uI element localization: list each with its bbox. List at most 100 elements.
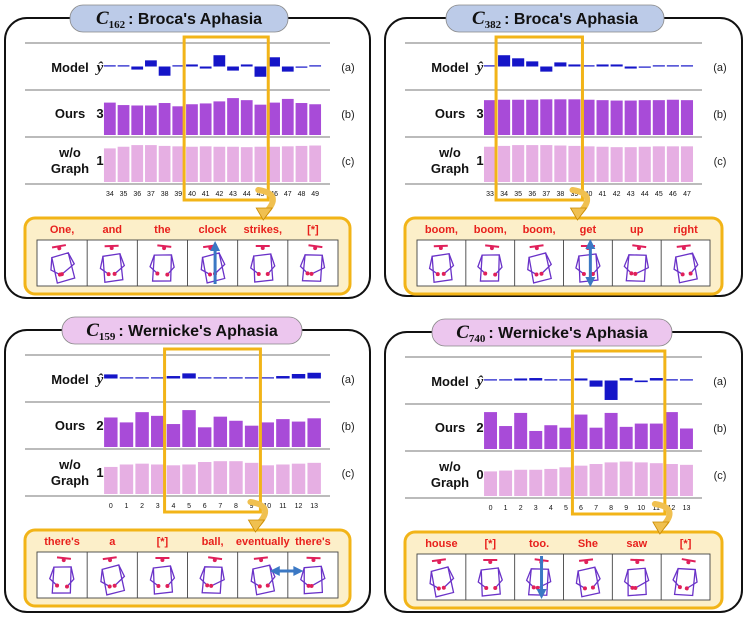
panel-tag: (a) [341,374,354,386]
tick-label: 2 [519,505,523,512]
pose-arm [428,256,439,275]
wog-bar [254,146,267,182]
pose-arm [214,252,226,275]
wog-bar [604,462,618,496]
wog-bar [117,146,130,182]
tick-label: 3 [534,505,538,512]
pose-figure [429,558,455,598]
wog-bar [103,148,116,182]
wog-bar [568,145,581,182]
wog-bar [229,461,243,494]
pose-arm [477,254,486,275]
model-bar [199,66,212,69]
pose-figure [575,558,601,598]
title-text: : Broca's Aphasia [128,11,262,28]
pose-arm [166,565,176,587]
model-bar [634,380,648,383]
pose-arm [690,252,699,274]
pose-joint [61,558,66,563]
row-label-wog-2: Graph [51,473,89,488]
ours-bar [260,422,274,447]
model-bar [227,66,239,71]
strip-word: ball, [202,536,224,548]
wog-bar [499,470,513,496]
tick-label: 40 [188,191,196,198]
pose-hand [306,583,311,588]
model-bar [568,64,581,67]
tick-label: 6 [579,505,583,512]
pose-hand [633,271,638,276]
title-symbol: C [96,8,109,29]
panel-tag: (a) [341,62,354,74]
ours-bar [574,414,588,449]
pose-arm [575,570,586,589]
pose-hand [165,584,170,588]
strip-word: too. [529,538,549,550]
model-bar [624,66,637,69]
pose-joint [686,560,691,565]
panel-title: C162: Broca's Aphasia [96,8,262,31]
ours-bar [514,412,528,449]
row-value-ours: 2 [476,420,483,435]
row-label-wog-1: w/o [58,457,81,472]
pose-head [308,244,323,249]
pose-hand [531,585,536,590]
pose-hand [106,272,111,277]
wog-bar [484,471,498,496]
wog-bar [295,145,308,182]
pose-torso [102,252,124,284]
tick-label: 0 [109,503,113,510]
strip-word: and [102,224,122,236]
pose-head [56,556,72,560]
ours-bar [679,428,693,449]
wog-bar [119,464,134,494]
tick-label: 34 [106,191,114,198]
pose-arm [300,567,309,587]
pose-figure [673,244,699,284]
strip-word: eventually [236,536,291,548]
row-label-yhat: ŷ [475,60,484,76]
strip-word: up [630,224,644,236]
strip-word: a [109,536,116,548]
model-bar [104,374,118,379]
pose-hand [205,583,210,588]
model-bar [512,58,525,67]
pose-figure [672,558,698,597]
pose-hand [441,271,446,276]
pose-figure [477,559,503,597]
tick-label: 3 [156,503,160,510]
wog-bar [596,146,609,182]
pose-hand [633,585,638,590]
model-bar [514,378,528,381]
ours-bar [499,426,513,449]
motion-arrow-head [269,566,280,576]
panel-tag: (c) [714,156,727,168]
ours-bar [227,98,239,135]
wog-bar [197,462,212,494]
wog-bar [172,146,185,182]
model-bar [574,378,588,381]
pose-figure [477,244,503,282]
panel-tag: (b) [713,109,726,121]
pose-figure [527,244,553,284]
wog-bar [307,462,321,494]
tick-label: 12 [667,505,675,512]
row-label-wog-1: w/o [438,145,461,160]
ours-bar [117,105,130,135]
ours-bar [666,99,679,135]
ours-bar [638,100,651,135]
tick-label: 34 [500,191,508,198]
pose-hand [483,271,488,276]
pose-hand [493,272,498,277]
ours-bar [268,102,280,135]
ours-bar [610,100,623,135]
row-label-yhat: ŷ [475,374,484,390]
wog-bar [554,145,567,182]
ours-bar [119,422,134,447]
wog-bar [199,146,212,182]
row-label-ours: Ours [55,106,85,121]
highlight-box [182,35,270,202]
strip-word: boom, [425,224,458,236]
tick-label: 44 [641,191,649,198]
tick-label: 5 [187,503,191,510]
